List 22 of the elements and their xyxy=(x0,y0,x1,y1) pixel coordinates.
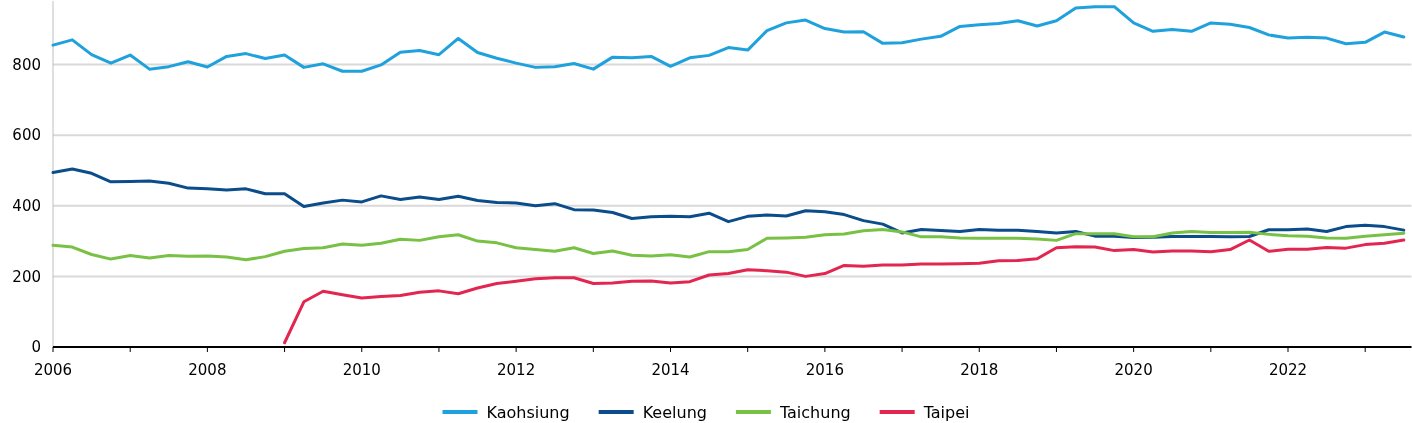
line-series xyxy=(283,238,1406,345)
x-tick-label: 2014 xyxy=(651,361,690,380)
line-series xyxy=(51,5,1406,73)
legend-label: Kaohsiung xyxy=(486,402,570,422)
legend-label: Taichung xyxy=(778,402,851,422)
line-series xyxy=(51,227,1406,262)
legend-label: Taipei xyxy=(922,402,970,422)
line-series xyxy=(51,167,1406,240)
y-tick-label: 200 xyxy=(12,267,41,286)
x-tick-label: 2006 xyxy=(33,361,73,380)
x-tick-label: 2022 xyxy=(1268,361,1308,380)
x-tick-label: 2020 xyxy=(1114,361,1153,380)
y-tick-label: 800 xyxy=(12,55,41,74)
y-tick-label: 0 xyxy=(31,338,41,357)
x-tick-label: 2010 xyxy=(342,361,381,380)
x-tick-label: 2008 xyxy=(188,361,227,380)
y-tick-label: 600 xyxy=(12,126,41,145)
x-tick-label: 2018 xyxy=(960,361,999,380)
x-tick-label: 2012 xyxy=(497,361,536,380)
x-tick-label: 2016 xyxy=(805,361,844,380)
y-tick-label: 400 xyxy=(12,197,41,216)
legend-label: Keelung xyxy=(642,402,707,422)
